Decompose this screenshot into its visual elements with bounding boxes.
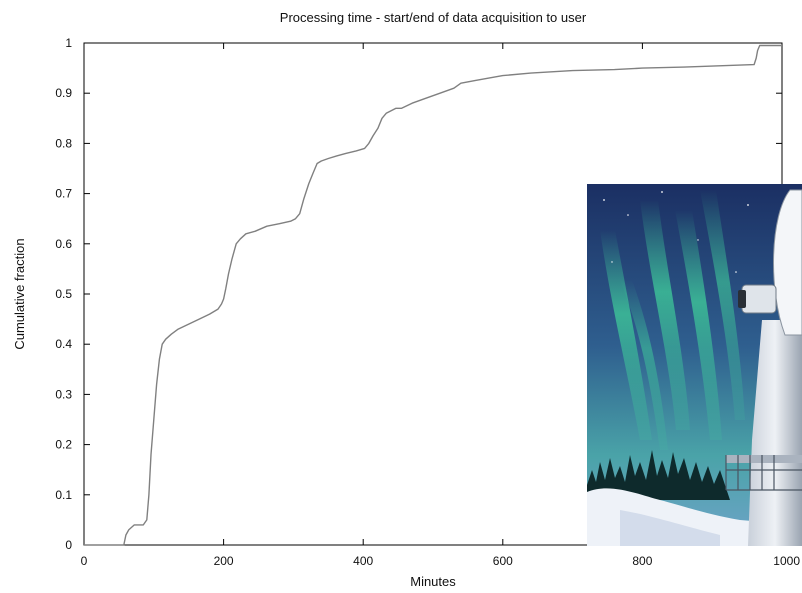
- aurora-band: [640, 200, 690, 430]
- y-tick-label: 0.9: [55, 86, 72, 100]
- star: [697, 239, 699, 241]
- y-tick-label: 1: [65, 36, 72, 50]
- x-tick-label: 600: [493, 554, 513, 568]
- x-tick-label: 0: [81, 554, 88, 568]
- aurora-band: [675, 210, 722, 440]
- platform-railing: [725, 455, 802, 491]
- star: [603, 199, 605, 201]
- y-tick-label: 0.5: [55, 287, 72, 301]
- star: [747, 204, 749, 206]
- y-axis-title: Cumulative fraction: [12, 238, 27, 349]
- y-tick-label: 0.6: [55, 237, 72, 251]
- x-axis-title: Minutes: [410, 574, 456, 589]
- y-tick-label: 0.2: [55, 438, 72, 452]
- star: [627, 214, 629, 216]
- x-axis: 0 200 400 600 800 1000: [81, 43, 800, 568]
- treeline: [587, 450, 730, 500]
- y-tick-label: 0: [65, 538, 72, 552]
- x-tick-label: 800: [632, 554, 652, 568]
- aurora-band: [620, 280, 668, 450]
- y-tick-label: 0.4: [55, 337, 72, 351]
- y-tick-label: 0.7: [55, 187, 72, 201]
- antenna-feed-cap: [738, 290, 746, 308]
- x-tick-label: 200: [214, 554, 234, 568]
- aurora-band: [700, 190, 745, 420]
- star: [661, 191, 663, 193]
- cdf-series-line: [84, 44, 782, 546]
- star: [735, 271, 737, 273]
- y-tick-label: 0.8: [55, 136, 72, 150]
- aurora-band: [600, 230, 652, 440]
- x-tick-label: 1000: [773, 554, 800, 568]
- y-tick-label: 0.3: [55, 387, 72, 401]
- star: [611, 261, 613, 263]
- x-tick-label: 400: [353, 554, 373, 568]
- y-tick-label: 0.1: [55, 488, 72, 502]
- series-layer: [84, 44, 782, 546]
- aurora-antenna-photo: [587, 184, 802, 546]
- snow-shadow: [620, 510, 720, 546]
- tower-platform: [726, 455, 802, 463]
- chart-title: Processing time - start/end of data acqu…: [280, 10, 587, 25]
- antenna-dish: [773, 189, 802, 336]
- antenna-feed-housing: [741, 284, 777, 314]
